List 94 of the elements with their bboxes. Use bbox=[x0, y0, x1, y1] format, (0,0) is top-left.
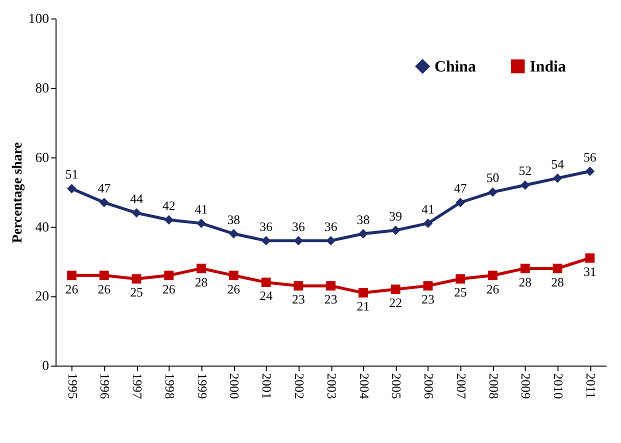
point bbox=[488, 187, 498, 197]
data-label: 50 bbox=[486, 171, 500, 186]
y-tick-label: 0 bbox=[42, 359, 50, 374]
data-label: 26 bbox=[486, 282, 500, 296]
data-label: 41 bbox=[422, 202, 434, 216]
data-label: 36 bbox=[292, 220, 306, 234]
data-label: 39 bbox=[389, 209, 402, 224]
point bbox=[261, 278, 271, 288]
x-tick-label: 2009 bbox=[518, 373, 533, 399]
point bbox=[164, 270, 174, 280]
x-tick-label: 2010 bbox=[551, 373, 566, 399]
legend-label: India bbox=[530, 58, 566, 76]
x-tick-label: 2001 bbox=[260, 373, 274, 399]
data-label: 54 bbox=[551, 157, 565, 172]
x-tick-label: 2002 bbox=[292, 373, 306, 399]
point bbox=[132, 274, 142, 284]
data-label: 26 bbox=[162, 282, 176, 296]
data-label: 38 bbox=[356, 212, 370, 227]
data-label: 26 bbox=[98, 282, 112, 296]
point bbox=[228, 270, 238, 280]
data-label: 21 bbox=[356, 300, 370, 314]
data-label: 28 bbox=[551, 275, 564, 290]
data-label: 23 bbox=[324, 292, 338, 307]
data-label: 36 bbox=[324, 220, 338, 234]
x-tick-label: 1997 bbox=[130, 373, 144, 400]
x-tick-label: 1999 bbox=[194, 373, 209, 399]
data-label: 23 bbox=[292, 292, 305, 307]
point bbox=[358, 288, 368, 298]
data-label: 28 bbox=[194, 275, 208, 290]
point bbox=[99, 198, 109, 208]
point bbox=[67, 270, 76, 280]
data-label: 38 bbox=[227, 212, 240, 227]
data-label: 36 bbox=[260, 220, 274, 234]
data-label: 26 bbox=[65, 282, 79, 296]
data-label: 42 bbox=[162, 198, 176, 213]
data-label: 26 bbox=[227, 282, 241, 296]
data-label: 47 bbox=[98, 182, 112, 196]
data-label: 56 bbox=[583, 150, 597, 164]
point bbox=[552, 264, 562, 274]
x-tick-label: 2003 bbox=[324, 373, 338, 399]
data-label: 47 bbox=[454, 182, 468, 196]
point bbox=[196, 264, 206, 274]
point bbox=[520, 264, 530, 274]
point bbox=[164, 215, 174, 225]
data-label: 24 bbox=[260, 289, 274, 304]
point bbox=[390, 284, 400, 294]
y-tick-label: 20 bbox=[35, 290, 50, 305]
point bbox=[294, 281, 304, 291]
point bbox=[585, 253, 595, 263]
point bbox=[228, 229, 238, 238]
data-label: 52 bbox=[518, 164, 532, 178]
point bbox=[358, 229, 368, 238]
x-tick-label: 1995 bbox=[65, 373, 80, 399]
point bbox=[326, 236, 336, 246]
x-tick-label: 2006 bbox=[422, 373, 436, 400]
x-tick-label: 2007 bbox=[454, 373, 468, 400]
point bbox=[456, 274, 466, 284]
data-label: 23 bbox=[422, 292, 434, 307]
point bbox=[132, 208, 142, 218]
x-tick-label: 2000 bbox=[227, 373, 242, 399]
data-label: 25 bbox=[454, 286, 467, 300]
point bbox=[99, 270, 109, 280]
x-tick-label: 2008 bbox=[486, 373, 500, 399]
point bbox=[423, 281, 433, 291]
x-tick-label: 1996 bbox=[98, 373, 112, 400]
point bbox=[552, 173, 562, 183]
data-label: 25 bbox=[130, 286, 143, 300]
point bbox=[585, 166, 595, 176]
x-tick-label: 2005 bbox=[389, 373, 404, 399]
x-tick-label: 2004 bbox=[356, 373, 371, 400]
y-tick-label: 60 bbox=[35, 150, 50, 166]
data-label: 41 bbox=[194, 202, 208, 216]
point bbox=[520, 180, 530, 190]
point bbox=[456, 198, 466, 208]
point bbox=[488, 270, 498, 280]
data-label: 44 bbox=[130, 192, 144, 206]
y-tick-label: 40 bbox=[35, 220, 50, 236]
point bbox=[196, 218, 206, 228]
point bbox=[326, 281, 336, 291]
y-tick-label: 100 bbox=[28, 12, 50, 27]
point bbox=[294, 236, 304, 246]
x-tick-label: 2011 bbox=[583, 373, 598, 398]
data-label: 31 bbox=[583, 264, 596, 279]
legend-label: China bbox=[434, 58, 476, 76]
x-tick-label: 1998 bbox=[162, 373, 176, 399]
y-tick-label: 80 bbox=[35, 81, 50, 96]
point bbox=[390, 226, 400, 235]
point bbox=[423, 218, 433, 228]
y-axis-title: Percentage share bbox=[10, 142, 26, 243]
data-label: 51 bbox=[65, 168, 78, 182]
data-label: 28 bbox=[518, 275, 532, 290]
point bbox=[261, 236, 271, 246]
data-label: 22 bbox=[389, 296, 402, 310]
point bbox=[67, 184, 76, 194]
